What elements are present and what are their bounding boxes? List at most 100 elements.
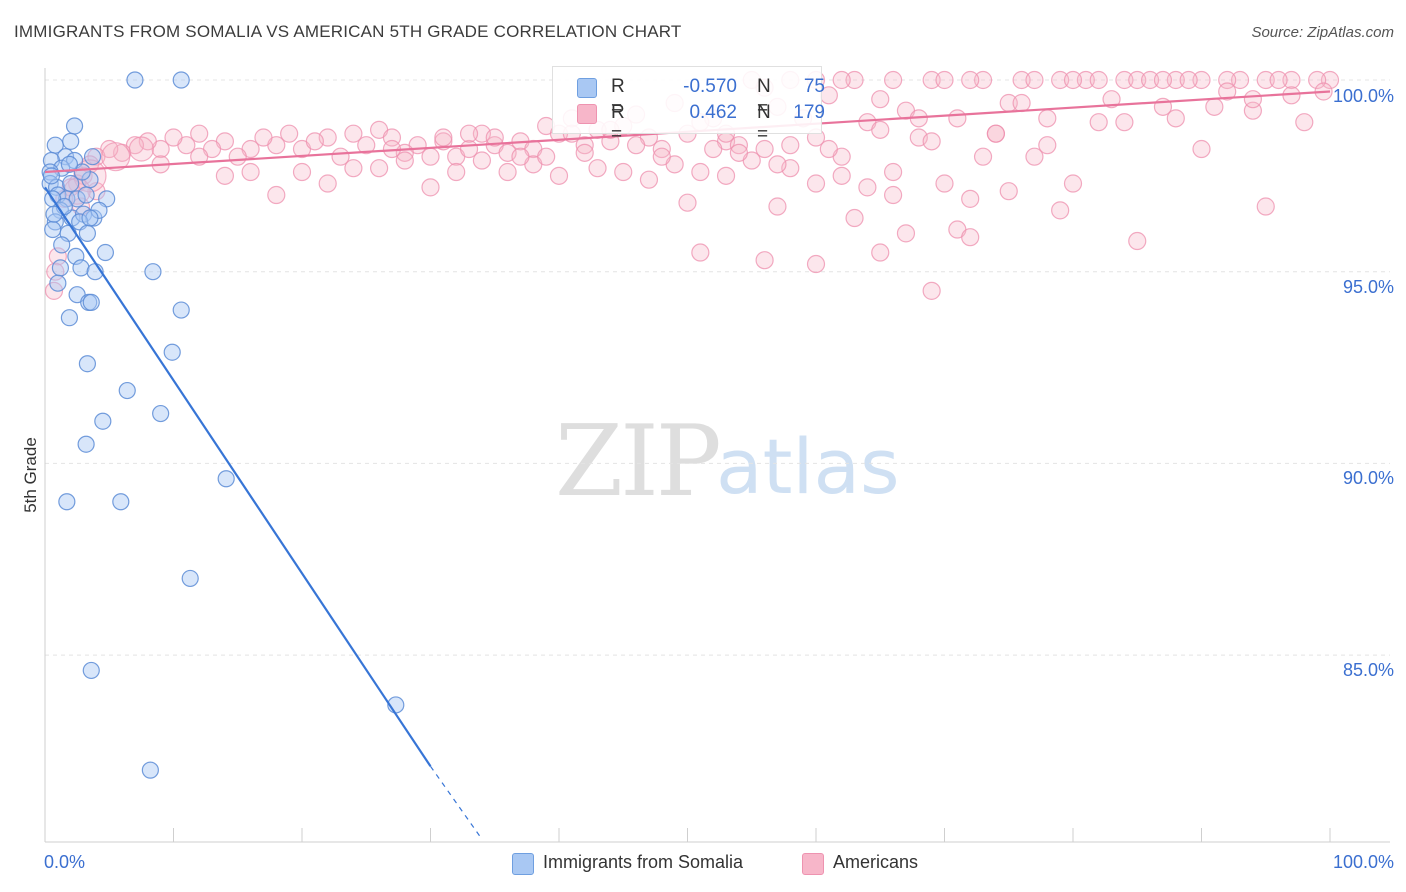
americans-point [806, 174, 826, 193]
americans-point [1269, 70, 1288, 90]
americans-point [164, 128, 183, 147]
americans-point [755, 139, 774, 159]
y-tick-label: 100.0% [1332, 86, 1394, 106]
americans-point [1089, 113, 1108, 132]
somalia-point [126, 71, 144, 89]
americans-point [1128, 70, 1147, 90]
americans-point [716, 166, 736, 185]
americans-point [1140, 70, 1160, 90]
somalia-point [144, 263, 162, 281]
americans-point [781, 136, 800, 155]
americans-point [1128, 231, 1147, 251]
americans-point [896, 224, 916, 243]
americans-point [626, 136, 646, 155]
americans-point [729, 143, 749, 162]
americans-point [845, 208, 864, 228]
somalia-point [118, 381, 136, 400]
legend-swatch-somalia [512, 853, 534, 875]
americans-point [128, 136, 154, 162]
americans-point [575, 136, 594, 155]
americans-point [1166, 109, 1185, 128]
somalia-point [58, 493, 76, 511]
somalia-point [49, 274, 67, 292]
watermark-atlas: atlas [716, 422, 900, 511]
americans-point [1320, 70, 1340, 90]
somalia-point [94, 412, 112, 430]
americans-point [1051, 201, 1070, 220]
americans-point [511, 147, 530, 166]
somalia-point [83, 148, 102, 166]
americans-point [961, 228, 980, 247]
americans-point [858, 178, 877, 197]
americans-point [922, 281, 941, 300]
americans-point [704, 139, 723, 159]
americans-point [935, 174, 954, 193]
somalia-point [77, 435, 95, 453]
somalia-point [152, 404, 170, 423]
americans-point [1192, 70, 1211, 90]
somalia-point [51, 259, 70, 277]
somalia-point [96, 243, 114, 262]
americans-point [755, 251, 774, 270]
somalia-point [112, 493, 130, 511]
source-label: Source: ZipAtlas.com [1251, 24, 1394, 41]
somalia-trendline [44, 186, 432, 767]
somalia-point [141, 761, 159, 779]
legend-label: Immigrants from Somalia [543, 852, 744, 872]
americans-point [832, 70, 851, 90]
somalia-swatch [577, 78, 597, 98]
y-tick-label: 90.0% [1342, 468, 1394, 488]
americans-point [871, 243, 890, 262]
americans-point [691, 162, 710, 182]
americans-point [434, 128, 453, 147]
somalia-point [163, 343, 181, 361]
americans-point [421, 147, 440, 166]
americans-point [883, 185, 903, 205]
americans-point [1166, 70, 1185, 90]
americans-point [215, 166, 234, 185]
somalia-point [181, 569, 199, 588]
n-value: 75 [803, 76, 825, 97]
americans-point [1012, 93, 1031, 113]
americans-point [1115, 70, 1134, 90]
americans-point [190, 124, 209, 143]
americans-point [639, 170, 659, 189]
americans-point [922, 70, 941, 90]
watermark-zip: ZIP [555, 405, 722, 519]
americans-point [101, 142, 131, 172]
somalia-point [60, 155, 79, 173]
correlation-stats-box: R = -0.570 N = 75 R = 0.462 N = 179 [552, 66, 825, 145]
americans-point [961, 189, 980, 208]
americans-point [357, 136, 376, 155]
y-axis-label: 5th Grade [21, 437, 40, 513]
americans-point [370, 159, 389, 178]
somalia-point [65, 117, 84, 135]
americans-point [305, 132, 324, 151]
americans-point [819, 139, 838, 159]
americans-point [472, 151, 491, 170]
americans-point [768, 197, 787, 216]
americans-point [1076, 70, 1095, 90]
americans-point [1115, 113, 1134, 132]
americans-point [280, 124, 299, 143]
americans-point [485, 128, 504, 147]
somalia-point [44, 220, 62, 239]
americans-point [922, 132, 941, 151]
americans-point [498, 162, 517, 182]
americans-point [973, 147, 993, 166]
x-tick-label-min: 0.0% [44, 852, 86, 872]
somalia-trendline-extension [430, 765, 483, 840]
americans-point [806, 254, 826, 274]
americans-point [961, 70, 980, 90]
americans-point [652, 147, 671, 166]
americans-point [1205, 97, 1224, 116]
americans-point [1025, 70, 1044, 90]
americans-point [999, 182, 1018, 201]
y-tick-label: 85.0% [1342, 660, 1394, 680]
somalia-point [172, 71, 190, 89]
americans-point [1218, 82, 1237, 101]
americans-point [845, 70, 864, 90]
americans-point [1256, 70, 1275, 90]
americans-point [1051, 70, 1070, 90]
americans-point [883, 70, 903, 90]
